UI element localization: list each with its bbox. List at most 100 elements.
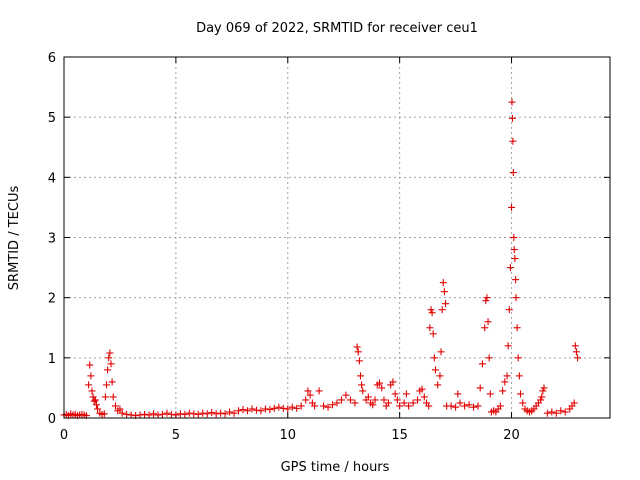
data-point	[208, 409, 216, 417]
x-tick-label: 5	[172, 428, 180, 443]
data-point	[103, 381, 111, 389]
plot-area-frame	[63, 56, 611, 419]
data-point	[425, 402, 433, 410]
data-point	[510, 246, 518, 254]
data-point	[353, 343, 361, 351]
data-point	[342, 391, 350, 399]
data-point	[176, 410, 184, 418]
data-point	[437, 348, 445, 356]
data-point	[539, 387, 547, 395]
y-tick-label: 1	[48, 352, 56, 367]
data-point	[481, 324, 489, 332]
data-point	[384, 399, 392, 407]
data-point	[86, 361, 94, 369]
data-point	[266, 406, 274, 414]
data-point	[512, 276, 520, 284]
data-point	[442, 300, 450, 308]
data-point	[158, 410, 166, 418]
data-point	[230, 409, 238, 417]
y-tick-label: 0	[48, 412, 56, 427]
data-point	[116, 405, 124, 413]
data-point	[485, 354, 493, 362]
data-point	[434, 381, 442, 389]
data-point	[203, 410, 211, 418]
data-point	[496, 402, 504, 410]
data-point	[508, 203, 516, 211]
data-point	[284, 405, 292, 413]
data-point	[428, 309, 436, 317]
data-point	[324, 403, 332, 411]
data-point	[104, 366, 112, 374]
data-point	[261, 405, 269, 413]
data-point	[91, 396, 99, 404]
data-point	[426, 324, 434, 332]
data-point	[439, 279, 447, 287]
data-point	[510, 234, 518, 241]
data-point	[346, 396, 354, 404]
data-point	[118, 409, 126, 417]
data-point	[438, 306, 446, 314]
data-point	[190, 410, 198, 418]
data-point	[418, 385, 426, 393]
data-point	[499, 387, 507, 395]
data-point	[356, 372, 364, 380]
data-point	[333, 399, 341, 407]
data-point	[429, 330, 437, 338]
data-point	[430, 354, 438, 362]
data-point	[509, 137, 517, 145]
data-point	[109, 393, 117, 401]
x-tick-label: 0	[60, 428, 68, 443]
data-point	[194, 410, 202, 418]
data-point	[511, 255, 519, 263]
data-point	[371, 396, 379, 404]
data-point	[465, 401, 473, 409]
data-point	[486, 390, 494, 398]
data-point	[248, 405, 256, 413]
data-point	[297, 402, 305, 410]
data-point	[315, 387, 323, 395]
data-point	[150, 410, 158, 418]
x-axis-label: GPS time / hours	[281, 460, 390, 475]
data-point	[311, 402, 319, 410]
data-point	[101, 393, 109, 401]
data-point	[470, 403, 477, 411]
data-point	[557, 407, 565, 415]
data-point	[123, 410, 131, 418]
data-point	[508, 114, 516, 122]
data-point	[252, 406, 260, 414]
data-point	[461, 402, 469, 410]
y-tick-label: 6	[48, 51, 56, 66]
data-point	[504, 342, 512, 350]
data-point	[380, 396, 388, 404]
data-point	[141, 410, 149, 418]
data-point	[199, 409, 207, 417]
data-point	[478, 360, 486, 368]
data-point	[235, 407, 243, 415]
data-point	[107, 360, 115, 368]
data-point	[552, 409, 560, 417]
data-point	[359, 387, 367, 395]
data-point	[515, 372, 523, 380]
data-point	[572, 348, 580, 356]
grid-lines	[64, 57, 610, 418]
data-point	[391, 390, 399, 398]
data-point	[111, 402, 119, 410]
data-point	[570, 399, 578, 407]
data-point	[454, 390, 462, 398]
data-point	[414, 396, 422, 404]
data-point	[94, 405, 102, 413]
y-tick-label: 5	[48, 111, 56, 126]
y-tick-label: 3	[48, 232, 56, 247]
data-point	[221, 410, 229, 418]
data-point	[136, 411, 144, 419]
data-point	[154, 411, 162, 419]
data-point	[447, 402, 455, 410]
chart-title: Day 069 of 2022, SRMTID for receiver ceu…	[196, 21, 478, 36]
data-point	[108, 378, 116, 386]
data-point	[538, 393, 546, 401]
data-point	[85, 381, 93, 389]
data-point	[145, 411, 153, 419]
data-point	[420, 393, 428, 401]
data-point	[306, 391, 314, 399]
